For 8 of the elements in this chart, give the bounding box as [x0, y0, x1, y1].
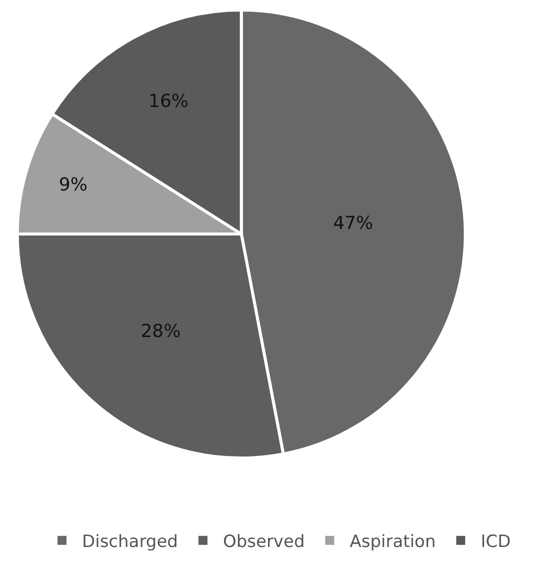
legend-label: Observed: [222, 532, 305, 552]
data-label: 16%: [148, 91, 189, 112]
legend-label: Discharged: [82, 532, 178, 552]
legend-label: ICD: [480, 532, 511, 552]
legend-label: Aspiration: [350, 532, 436, 552]
data-label: 9%: [58, 174, 88, 196]
data-label: 28%: [140, 320, 181, 342]
data-label: 47%: [333, 212, 374, 234]
